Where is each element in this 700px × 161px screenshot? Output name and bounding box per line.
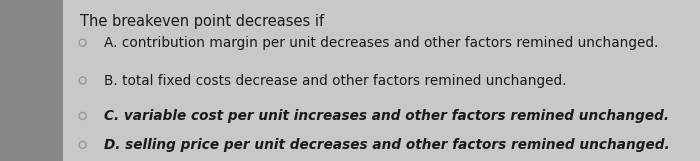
FancyBboxPatch shape xyxy=(0,0,63,161)
Text: C. variable cost per unit increases and other factors remined unchanged.: C. variable cost per unit increases and … xyxy=(104,109,668,123)
Text: The breakeven point decreases if: The breakeven point decreases if xyxy=(80,14,325,29)
Text: B. total fixed costs decrease and other factors remined unchanged.: B. total fixed costs decrease and other … xyxy=(104,74,566,87)
Text: A. contribution margin per unit decreases and other factors remined unchanged.: A. contribution margin per unit decrease… xyxy=(104,36,658,50)
Text: D. selling price per unit decreases and other factors remined unchanged.: D. selling price per unit decreases and … xyxy=(104,138,669,152)
